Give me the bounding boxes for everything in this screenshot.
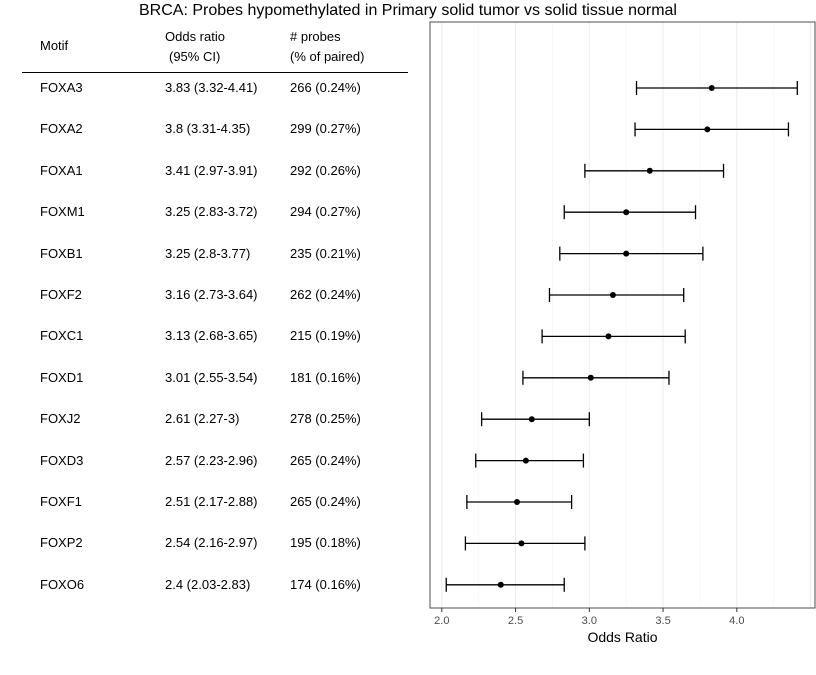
x-axis-label: Odds Ratio — [587, 629, 657, 645]
odds-ratio-cell: 3.83 (3.32-4.41) — [165, 80, 258, 95]
header-motif: Motif — [40, 38, 69, 53]
odds-ratio-cell: 3.25 (2.8-3.77) — [165, 245, 251, 261]
odds-ratio-cell: 3.8 (3.31-4.35) — [165, 121, 251, 137]
odds-ratio-cell: 3.41 (2.97-3.91) — [165, 162, 258, 178]
motif-cell: FOXM1 — [40, 204, 85, 220]
probes-cell: 215 (0.19%) — [290, 328, 361, 344]
motif-cell: FOXD3 — [40, 452, 84, 468]
chart-title: BRCA: Probes hypomethylated in Primary s… — [139, 2, 677, 19]
header-odds-ratio: Odds ratio (95% CI) — [165, 27, 225, 67]
odds-ratio-cell: 3.25 (2.83-3.72) — [165, 204, 258, 220]
odds-ratio-point — [518, 540, 525, 547]
probes-cell: 174 (0.16%) — [290, 576, 361, 592]
odds-ratio-point — [609, 292, 616, 298]
motif-cell: FOXF2 — [40, 287, 82, 302]
x-tick-label: 3.0 — [582, 615, 597, 627]
probes-cell: 266 (0.24%) — [290, 80, 361, 95]
probes-cell: 195 (0.18%) — [290, 535, 361, 551]
odds-ratio-point — [497, 581, 504, 588]
odds-ratio-point — [522, 457, 529, 464]
header-odds-ratio-line1: Odds ratio — [165, 29, 225, 44]
probes-cell: 265 (0.24%) — [290, 494, 361, 509]
probes-cell: 181 (0.16%) — [290, 369, 361, 385]
motif-cell: FOXA1 — [40, 162, 83, 178]
odds-ratio-point — [708, 85, 715, 91]
odds-ratio-point — [605, 333, 612, 340]
odds-ratio-point — [528, 416, 535, 423]
probes-cell: 278 (0.25%) — [290, 411, 361, 427]
x-tick-label: 4.0 — [729, 615, 744, 627]
odds-ratio-point — [623, 250, 630, 257]
motif-cell: FOXA2 — [40, 121, 83, 137]
motif-cell: FOXJ2 — [40, 411, 81, 427]
probes-cell: 294 (0.27%) — [290, 204, 361, 220]
odds-ratio-cell: 3.13 (2.68-3.65) — [165, 328, 258, 344]
motif-cell: FOXP2 — [40, 535, 83, 551]
odds-ratio-cell: 3.01 (2.55-3.54) — [165, 369, 258, 385]
motif-cell: FOXA3 — [40, 80, 83, 95]
odds-ratio-cell: 2.61 (2.27-3) — [165, 411, 240, 427]
odds-ratio-point — [587, 374, 594, 381]
odds-ratio-point — [623, 209, 630, 216]
odds-ratio-point — [514, 499, 521, 505]
header-probes: # probes (% of paired) — [290, 27, 364, 67]
motif-cell: FOXO6 — [40, 576, 85, 592]
probes-cell: 265 (0.24%) — [290, 452, 361, 468]
probes-cell: 299 (0.27%) — [290, 121, 361, 137]
header-rule — [22, 72, 408, 73]
odds-ratio-point — [646, 167, 653, 174]
x-tick-label: 2.0 — [434, 615, 449, 627]
odds-ratio-cell: 2.51 (2.17-2.88) — [165, 494, 258, 509]
motif-cell: FOXC1 — [40, 328, 84, 344]
motif-cell: FOXF1 — [40, 494, 82, 509]
x-tick-label: 2.5 — [508, 615, 523, 627]
x-tick-label: 3.5 — [655, 615, 670, 627]
probes-cell: 262 (0.24%) — [290, 287, 361, 302]
odds-ratio-point — [704, 126, 711, 133]
odds-ratio-cell: 2.4 (2.03-2.83) — [165, 576, 251, 592]
header-odds-ratio-line2: (95% CI) — [169, 49, 221, 64]
odds-ratio-cell: 3.16 (2.73-3.64) — [165, 287, 258, 302]
header-probes-line1: # probes — [290, 29, 341, 44]
probes-cell: 292 (0.26%) — [290, 162, 361, 178]
motif-cell: FOXB1 — [40, 245, 83, 261]
probes-cell: 235 (0.21%) — [290, 245, 361, 261]
odds-ratio-cell: 2.54 (2.16-2.97) — [165, 535, 258, 551]
plot-panel-border — [429, 21, 816, 609]
header-probes-line2: (% of paired) — [290, 49, 365, 64]
motif-cell: FOXD1 — [40, 369, 84, 385]
odds-ratio-cell: 2.57 (2.23-2.96) — [165, 452, 258, 468]
